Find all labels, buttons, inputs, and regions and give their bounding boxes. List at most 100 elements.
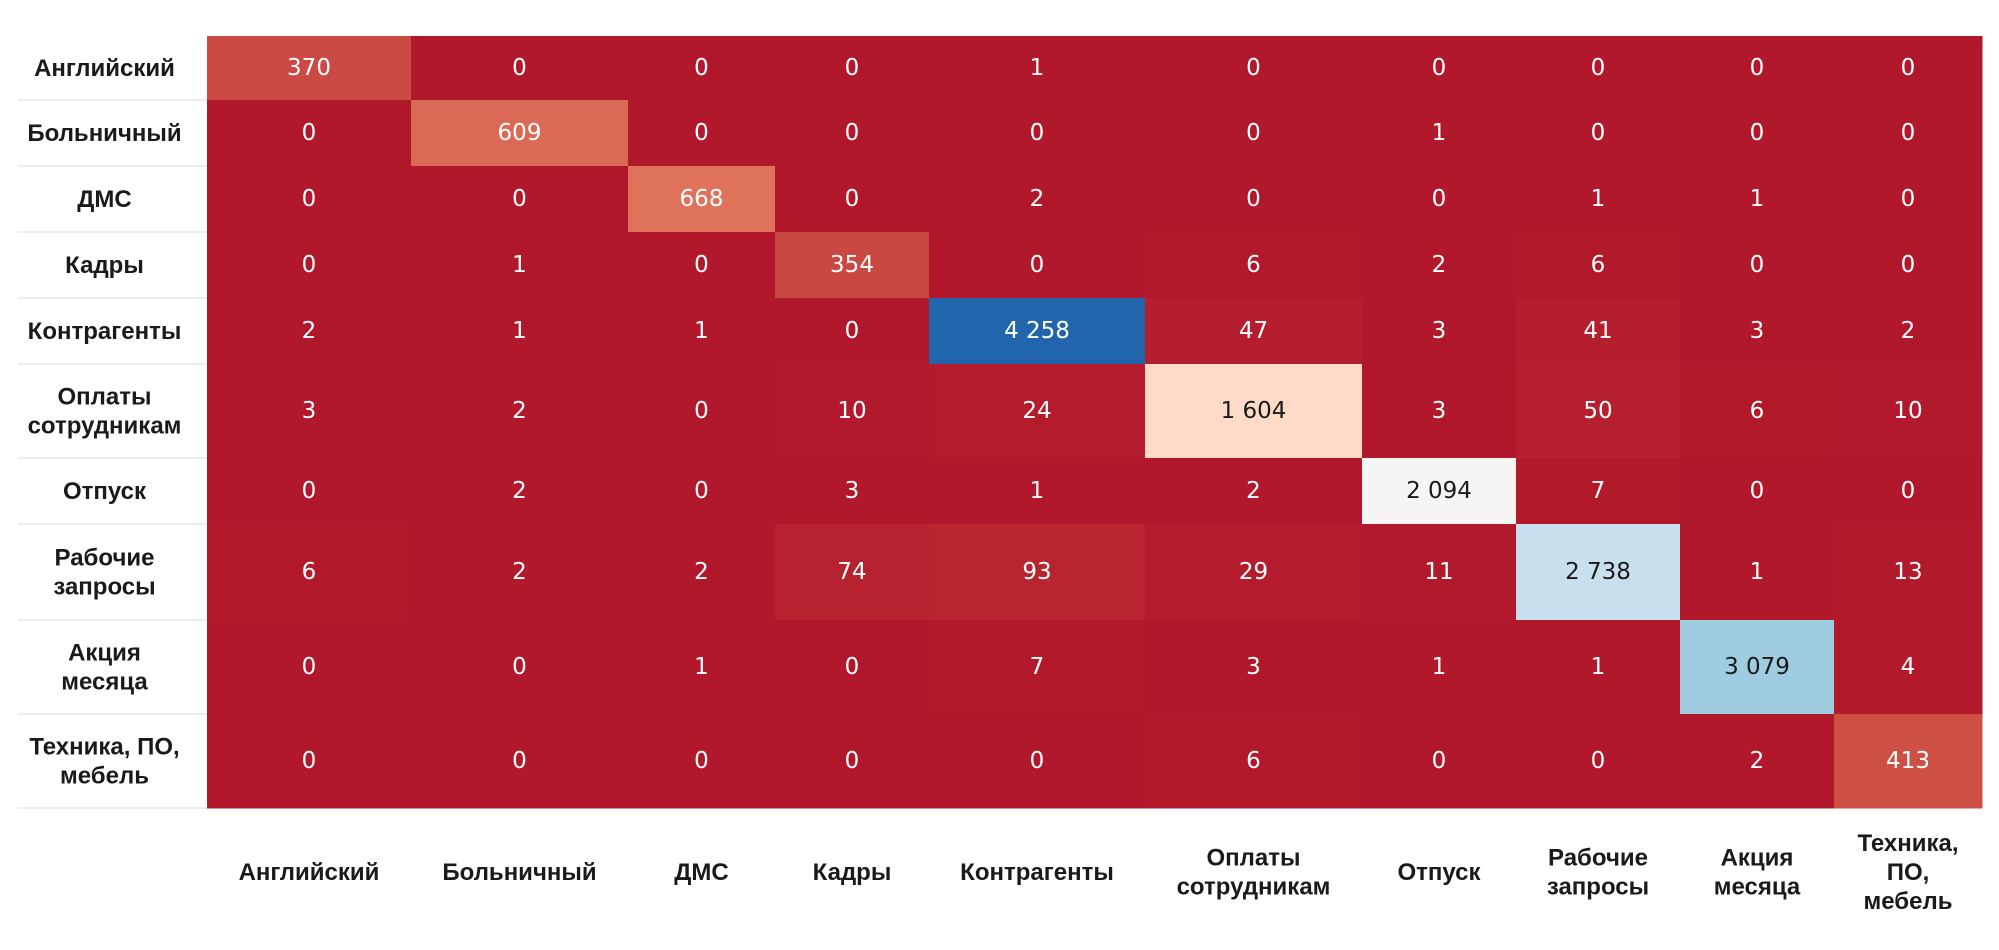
cell-value-label: 2 <box>512 559 527 585</box>
row-tick-label-line: Английский <box>34 55 175 82</box>
heatmap-cell <box>929 298 1146 365</box>
column-tick-label: Акция месяца <box>1714 844 1801 900</box>
heatmap-cell <box>1516 524 1681 621</box>
cell-value-label: 1 <box>1432 654 1447 680</box>
heatmap-cell <box>775 714 930 809</box>
heatmap-cell <box>207 620 412 715</box>
heatmap-cell <box>775 36 930 101</box>
heatmap-cell <box>207 36 412 101</box>
row-tick-label: Кадры <box>65 252 144 279</box>
cell-value-label: 0 <box>302 252 317 278</box>
cell-value-label: 24 <box>1022 398 1051 424</box>
row-tick-label-line: месяца <box>61 668 148 695</box>
heatmap-cell <box>1680 714 1835 809</box>
cell-value-label: 2 <box>1901 318 1916 344</box>
cell-value-label: 6 <box>1246 252 1261 278</box>
row-tick-label-line: Рабочие <box>55 544 155 571</box>
heatmap-cell <box>411 364 629 459</box>
heatmap-cell <box>1834 524 1983 621</box>
column-tick-label-line: ДМС <box>674 859 728 886</box>
row-tick-label-line: запросы <box>53 573 155 600</box>
cell-value-label: 2 <box>512 398 527 424</box>
column-tick-label: Техника, ПО, мебель <box>1857 830 1958 915</box>
cell-value-label: 3 <box>1432 398 1447 424</box>
heatmap-cell <box>1145 524 1363 621</box>
cell-value-label: 7 <box>1030 654 1045 680</box>
heatmap-cell <box>1680 36 1835 101</box>
heatmap-cell <box>207 458 412 525</box>
heatmap-cell <box>411 714 629 809</box>
heatmap-cell <box>1516 364 1681 459</box>
cell-value-label: 0 <box>1901 120 1916 146</box>
heatmap-cell <box>775 166 930 233</box>
heatmap-cell <box>1145 232 1363 299</box>
cell-value-label: 41 <box>1583 318 1612 344</box>
column-tick-label-line: месяца <box>1714 873 1801 900</box>
cell-value-label: 0 <box>1750 252 1765 278</box>
cell-value-label: 10 <box>1893 398 1922 424</box>
cell-value-label: 0 <box>694 478 709 504</box>
cell-value-label: 2 <box>1030 186 1045 212</box>
column-tick-label-line: Акция <box>1721 844 1794 871</box>
cell-value-label: 0 <box>512 654 527 680</box>
heatmap-cell <box>775 100 930 167</box>
column-tick-label: Отпуск <box>1397 859 1481 886</box>
heatmap-cell <box>628 364 776 459</box>
heatmap-cell <box>1362 458 1517 525</box>
row-tick-label: Английский <box>34 55 175 82</box>
heatmap-cell <box>411 166 629 233</box>
cell-value-label: 0 <box>694 252 709 278</box>
cell-value-label: 0 <box>1432 55 1447 81</box>
cell-value-label: 3 <box>302 398 317 424</box>
cell-value-label: 0 <box>1901 55 1916 81</box>
heatmap-cell <box>775 298 930 365</box>
heatmap-cell <box>775 232 930 299</box>
heatmap-cell <box>1834 298 1983 365</box>
heatmap-cell <box>775 458 930 525</box>
cell-value-label: 0 <box>845 654 860 680</box>
cell-value-label: 0 <box>1591 748 1606 774</box>
cell-value-label: 2 738 <box>1565 559 1631 585</box>
heatmap-cell <box>1362 714 1517 809</box>
row-tick-label: Техника, ПО, мебель <box>29 733 179 789</box>
cell-value-label: 0 <box>1246 55 1261 81</box>
heatmap-cell <box>775 620 930 715</box>
column-tick-label: ДМС <box>674 859 728 886</box>
cell-value-label: 10 <box>837 398 866 424</box>
heatmap-cell <box>207 232 412 299</box>
row-tick-label: Отпуск <box>63 478 147 505</box>
heatmap-cell <box>1516 36 1681 101</box>
cell-value-label: 1 <box>694 318 709 344</box>
heatmap-cell <box>1834 232 1983 299</box>
cell-value-label: 0 <box>845 186 860 212</box>
heatmap-cell <box>628 458 776 525</box>
cell-value-label: 1 <box>512 318 527 344</box>
heatmap-cell <box>1362 100 1517 167</box>
cell-value-label: 6 <box>1750 398 1765 424</box>
heatmap-cell <box>628 298 776 365</box>
cell-value-label: 0 <box>694 120 709 146</box>
cell-value-label: 3 <box>845 478 860 504</box>
cell-value-label: 0 <box>1901 252 1916 278</box>
column-tick-label: Рабочие запросы <box>1547 844 1649 900</box>
cell-value-label: 0 <box>512 748 527 774</box>
heatmap-cell <box>207 298 412 365</box>
cell-value-label: 0 <box>1591 55 1606 81</box>
heatmap-cell <box>207 364 412 459</box>
cell-value-label: 2 <box>1750 748 1765 774</box>
heatmap-cell <box>628 166 776 233</box>
column-tick-label-line: запросы <box>1547 873 1649 900</box>
heatmap-cell <box>929 100 1146 167</box>
heatmap-cell <box>411 620 629 715</box>
column-tick-label-line: мебель <box>1864 888 1953 915</box>
heatmap-cell <box>929 166 1146 233</box>
row-tick-label-line: Контрагенты <box>28 318 182 345</box>
column-tick-label-line: сотрудникам <box>1177 873 1331 900</box>
row-tick-label: Больничный <box>27 120 181 147</box>
cell-value-label: 6 <box>1591 252 1606 278</box>
cell-value-label: 0 <box>1246 186 1261 212</box>
heatmap-cell <box>411 36 629 101</box>
cell-value-label: 0 <box>1432 186 1447 212</box>
heatmap-cell <box>628 714 776 809</box>
heatmap-cell <box>1145 714 1363 809</box>
